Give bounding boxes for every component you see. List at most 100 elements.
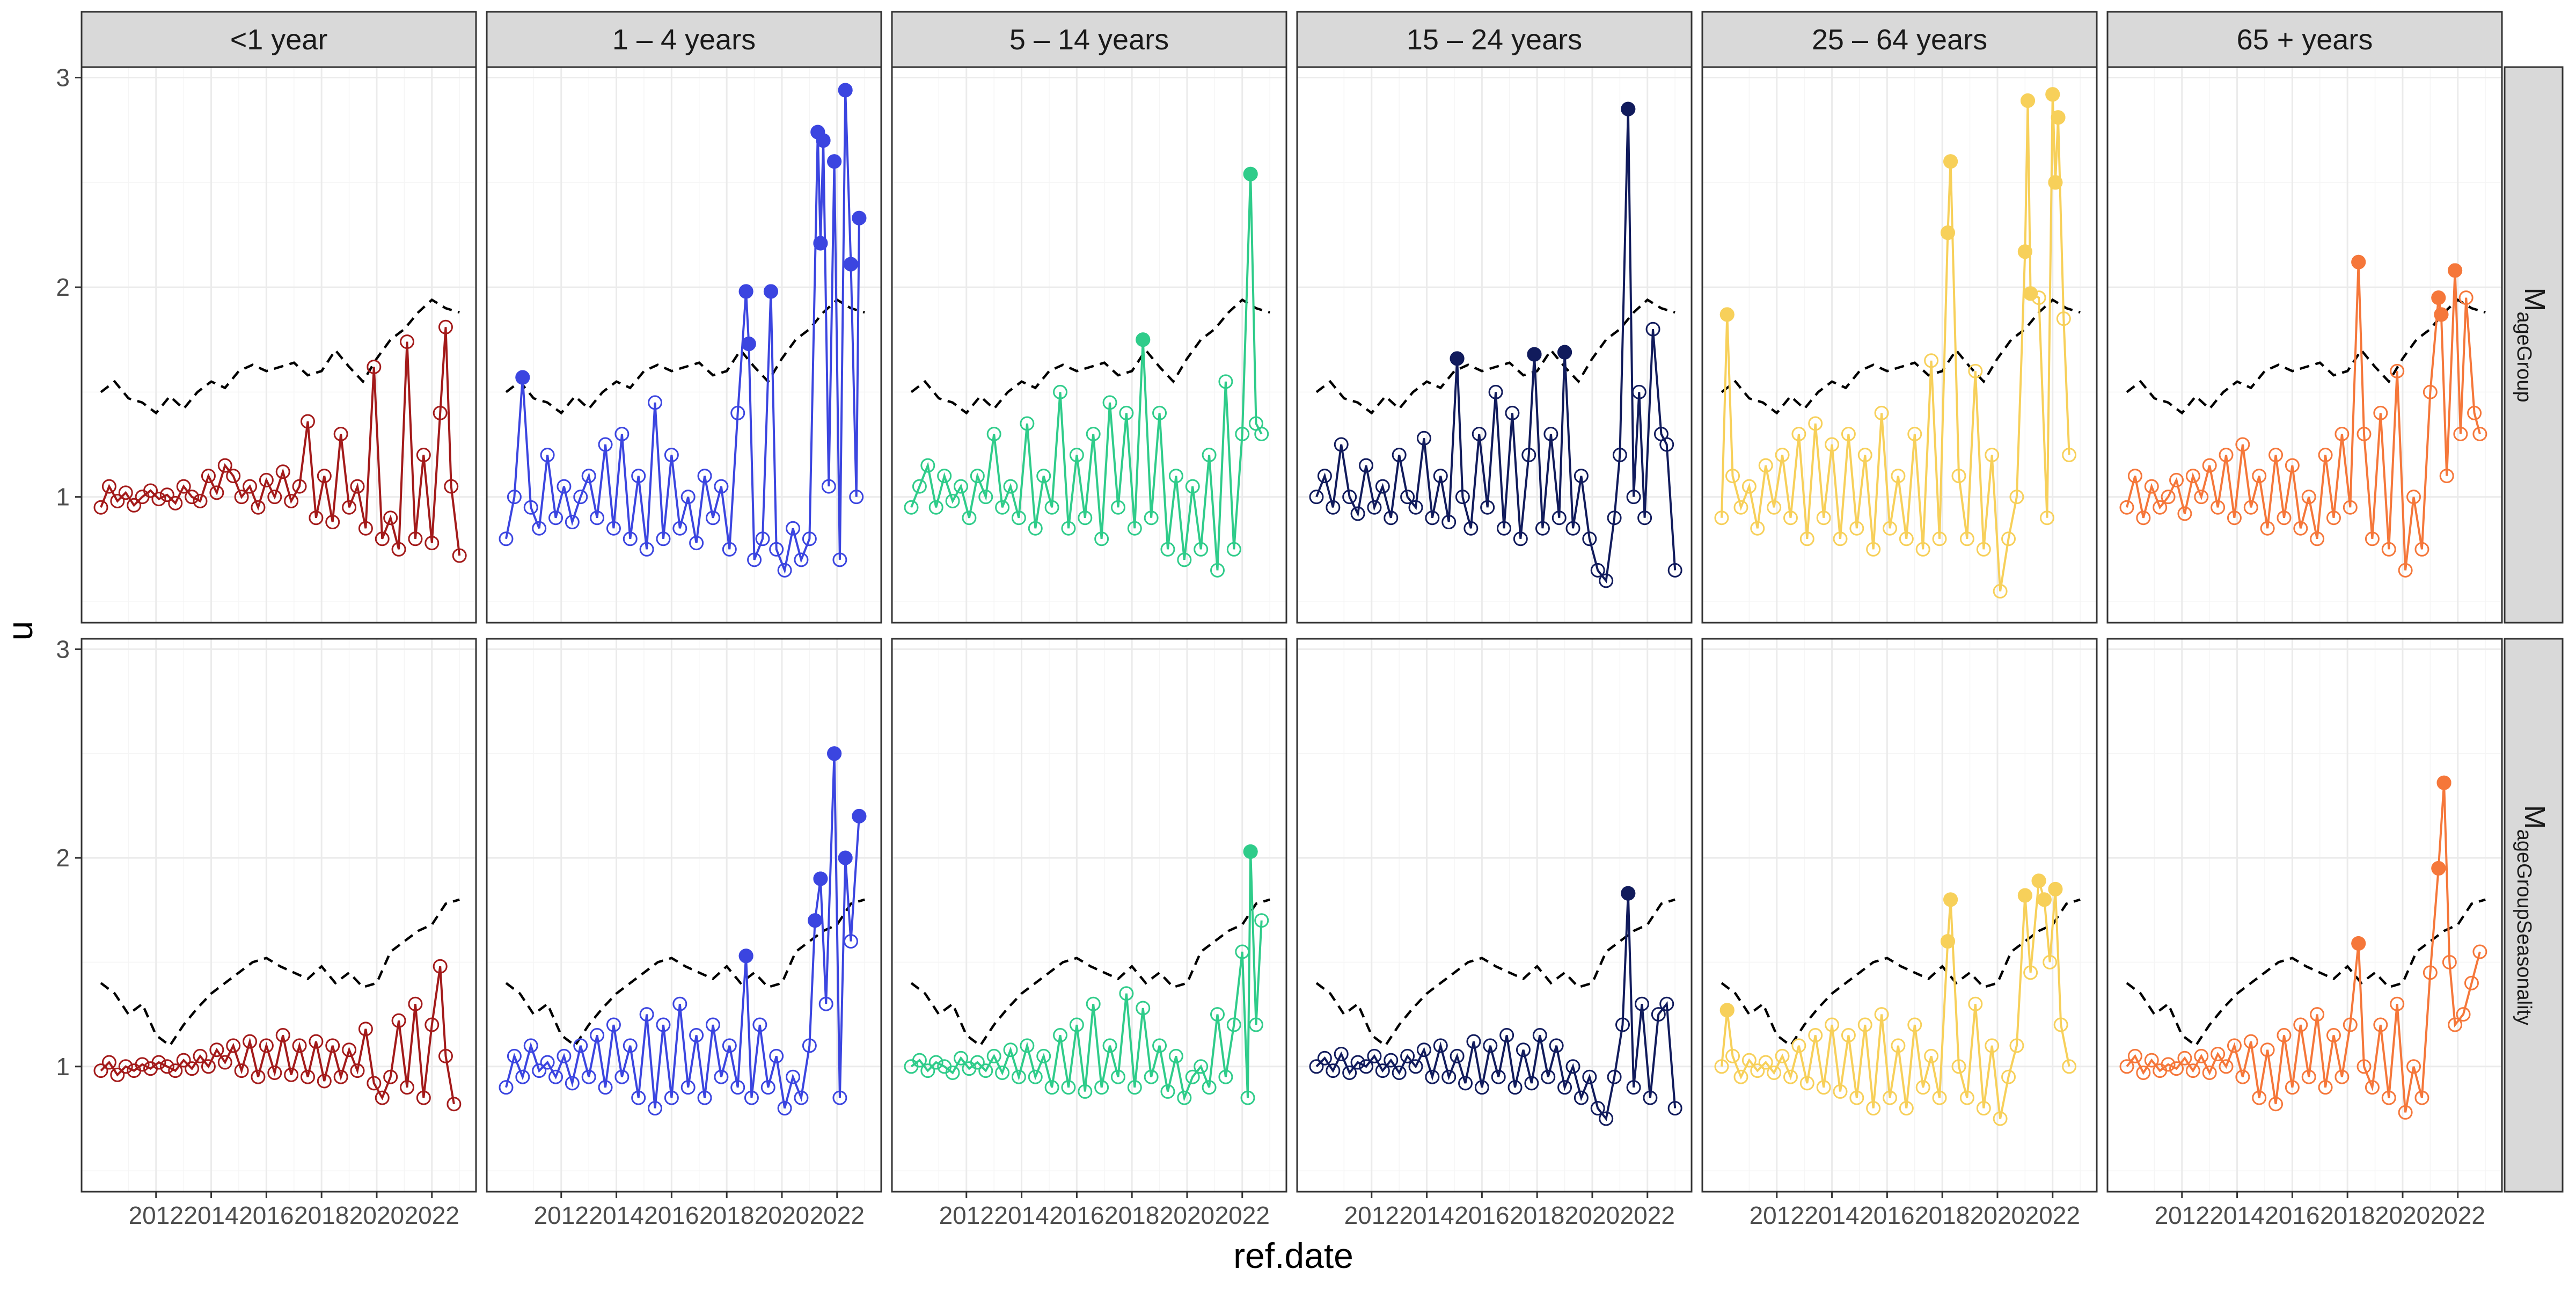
observed-point bbox=[358, 1022, 373, 1037]
alarm-point bbox=[2051, 110, 2066, 125]
observed-point bbox=[1342, 490, 1357, 505]
observed-point bbox=[1110, 1069, 1125, 1084]
observed-point bbox=[2381, 542, 2396, 557]
observed-point bbox=[438, 319, 453, 334]
observed-point bbox=[1254, 426, 1269, 441]
observed-point bbox=[2219, 448, 2234, 463]
observed-point bbox=[769, 542, 784, 557]
observed-point bbox=[945, 1065, 960, 1080]
observed-point bbox=[1078, 510, 1093, 526]
observed-point bbox=[1028, 1069, 1043, 1084]
observed-point bbox=[656, 531, 671, 546]
x-tick-label: 2020 bbox=[1160, 1201, 1214, 1229]
x-tick-label: 2012 bbox=[129, 1201, 184, 1229]
observed-point bbox=[1069, 448, 1084, 463]
observed-point bbox=[1857, 448, 1872, 463]
observed-point bbox=[1210, 563, 1225, 578]
observed-point bbox=[284, 493, 299, 508]
observed-point bbox=[1733, 1069, 1748, 1084]
observed-point bbox=[127, 498, 142, 513]
observed-point bbox=[1993, 1111, 2008, 1126]
observed-point bbox=[1899, 531, 1914, 546]
observed-point bbox=[2406, 1059, 2421, 1074]
observed-point bbox=[2144, 1053, 2159, 1068]
observed-point bbox=[1218, 1069, 1233, 1084]
observed-point bbox=[1574, 1090, 1589, 1105]
x-tick-label: 2012 bbox=[939, 1201, 994, 1229]
observed-point bbox=[416, 1090, 431, 1105]
observed-point bbox=[2268, 1097, 2284, 1112]
observed-point bbox=[1532, 1027, 1547, 1042]
x-tick-label: 2018 bbox=[699, 1201, 754, 1229]
x-tick-label: 2018 bbox=[294, 1201, 349, 1229]
observed-point bbox=[193, 1048, 208, 1063]
observed-point bbox=[1659, 996, 1674, 1011]
observed-point bbox=[1078, 1084, 1093, 1099]
observed-point bbox=[2194, 1048, 2209, 1063]
threshold-line bbox=[910, 898, 1270, 1048]
observed-point bbox=[1334, 437, 1349, 452]
x-tick-label: 2016 bbox=[2265, 1201, 2319, 1229]
observed-point bbox=[1254, 913, 1269, 928]
observed-point bbox=[995, 500, 1010, 515]
observed-point bbox=[1317, 1051, 1332, 1066]
observed-point bbox=[201, 469, 216, 484]
observed-point bbox=[2277, 1027, 2292, 1042]
observed-point bbox=[1400, 490, 1415, 505]
observed-point bbox=[1458, 1076, 1473, 1091]
alarm-point bbox=[813, 236, 828, 251]
observed-point bbox=[2243, 500, 2258, 515]
observed-point bbox=[1557, 1080, 1572, 1095]
observed-point bbox=[581, 469, 596, 484]
panels-layer: <1 year 1 – 4 years 5 – 14 years 15 – 24 ye… bbox=[56, 11, 2564, 1229]
observed-point bbox=[2185, 469, 2200, 484]
observed-point bbox=[2310, 1007, 2325, 1022]
observed-point bbox=[2144, 479, 2159, 494]
threshold-line bbox=[505, 298, 865, 415]
observed-point bbox=[794, 1090, 809, 1105]
alarm-point bbox=[838, 850, 853, 865]
row-strip bbox=[2504, 638, 2564, 1193]
observed-point bbox=[2127, 1048, 2142, 1063]
observed-point bbox=[794, 552, 809, 567]
observed-point bbox=[2043, 954, 2058, 969]
observed-point bbox=[2439, 469, 2454, 484]
observed-point bbox=[2056, 311, 2071, 326]
observed-point bbox=[1061, 1080, 1076, 1095]
observed-point bbox=[1505, 405, 1520, 420]
observed-point bbox=[425, 536, 440, 551]
observed-point bbox=[499, 531, 514, 546]
observed-point bbox=[697, 469, 712, 484]
observed-point bbox=[284, 1067, 299, 1082]
panel-border bbox=[486, 66, 882, 624]
x-tick-label: 2014 bbox=[2209, 1201, 2264, 1229]
observed-point bbox=[1168, 1048, 1183, 1063]
observed-point bbox=[2326, 1027, 2341, 1042]
observed-point bbox=[243, 479, 258, 494]
observed-point bbox=[1841, 426, 1856, 441]
x-tick-label: 2020 bbox=[1565, 1201, 1620, 1229]
observed-point bbox=[978, 490, 993, 505]
observed-point bbox=[1959, 531, 1974, 546]
x-tick-label: 2012 bbox=[1344, 1201, 1399, 1229]
observed-point bbox=[1400, 1048, 1415, 1063]
observed-point bbox=[648, 395, 663, 410]
observed-point bbox=[598, 1080, 613, 1095]
alarm-point bbox=[741, 337, 756, 352]
observed-point bbox=[1799, 531, 1814, 546]
observed-point bbox=[1574, 469, 1589, 484]
observed-point bbox=[2161, 1057, 2176, 1072]
observed-point bbox=[1783, 510, 1798, 526]
alarm-point bbox=[827, 746, 842, 761]
observed-point bbox=[1552, 510, 1567, 526]
observed-point bbox=[1102, 1038, 1117, 1053]
observed-point bbox=[93, 1063, 108, 1078]
observed-point bbox=[1637, 510, 1652, 526]
observed-point bbox=[1615, 1017, 1630, 1032]
observed-point bbox=[1924, 353, 1939, 368]
observed-point bbox=[1932, 1090, 1947, 1105]
observed-point bbox=[110, 493, 125, 508]
observed-point bbox=[1524, 1076, 1539, 1091]
